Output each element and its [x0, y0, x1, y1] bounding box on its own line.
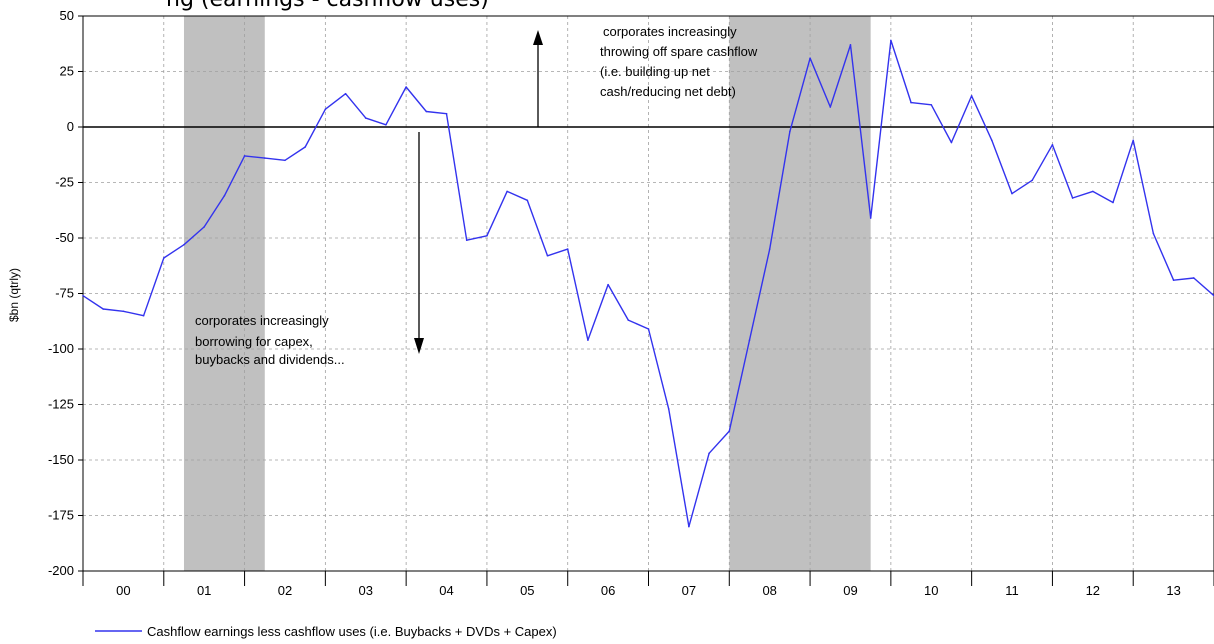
data-point [264, 157, 266, 159]
data-point [325, 108, 327, 110]
data-point [910, 102, 912, 104]
y-tick-label: -150 [48, 452, 74, 467]
x-tick-label: 11 [1005, 583, 1019, 598]
x-tick-label: 13 [1166, 583, 1180, 598]
x-tick-label: 08 [762, 583, 776, 598]
x-tick-label: 04 [439, 583, 453, 598]
data-point [405, 86, 407, 88]
x-tick-label: 02 [278, 583, 292, 598]
data-point [890, 40, 892, 42]
x-tick-label: 09 [843, 583, 857, 598]
y-tick-label: -25 [55, 175, 74, 190]
data-point [163, 257, 165, 259]
data-point [486, 235, 488, 237]
data-point [789, 131, 791, 133]
data-point [506, 191, 508, 193]
y-tick-label: -50 [55, 230, 74, 245]
y-axis-ticks: 50 25 0 -25 -50 -75 -100 -125 -150 -175 -200 [48, 8, 83, 578]
annotation-up-line-2: throwing off spare cashflow [600, 44, 758, 59]
x-axis-ticks: 00 01 02 03 04 05 06 07 08 09 10 11 12 13 [83, 571, 1214, 598]
x-tick-label: 06 [601, 583, 615, 598]
annotation-down-line-3: buybacks and dividends... [195, 352, 345, 367]
data-point [809, 57, 811, 59]
data-point [628, 319, 630, 321]
y-tick-label: -100 [48, 341, 74, 356]
data-point [708, 453, 710, 455]
data-point [1031, 179, 1033, 181]
data-point [850, 44, 852, 46]
data-point [547, 255, 549, 257]
data-point [1112, 202, 1114, 204]
data-point [607, 284, 609, 286]
data-point [668, 408, 670, 410]
x-tick-label: 01 [197, 583, 211, 598]
data-point [345, 93, 347, 95]
annotation-down-line-2: borrowing for capex, [195, 334, 313, 349]
annotation-down-line-1: corporates increasingly [195, 313, 329, 328]
data-point [284, 160, 286, 162]
x-tick-label: 05 [520, 583, 534, 598]
data-point [304, 146, 306, 148]
data-point [1052, 144, 1054, 146]
legend: Cashflow earnings less cashflow uses (i.… [95, 624, 557, 639]
data-point [426, 111, 428, 113]
data-point [587, 339, 589, 341]
data-point [567, 248, 569, 250]
data-point [769, 248, 771, 250]
data-point [829, 106, 831, 108]
annotation-up-line-4: cash/reducing net debt) [600, 84, 736, 99]
data-point [870, 217, 872, 219]
y-tick-label: 25 [60, 64, 74, 79]
data-point [365, 117, 367, 119]
legend-label: Cashflow earnings less cashflow uses (i.… [147, 624, 557, 639]
data-point [102, 308, 104, 310]
y-tick-label: 50 [60, 8, 74, 23]
data-point [991, 140, 993, 142]
x-tick-label: 00 [116, 583, 130, 598]
y-tick-label: -200 [48, 563, 74, 578]
y-tick-label: -175 [48, 508, 74, 523]
up-arrow-head [533, 30, 543, 45]
annotation-up: corporates increasingly throwing off spa… [533, 24, 758, 127]
y-tick-label: -75 [55, 286, 74, 301]
data-point [82, 295, 84, 297]
data-point [244, 155, 246, 157]
x-tick-label: 07 [682, 583, 696, 598]
data-point [527, 199, 529, 201]
data-point [224, 195, 226, 197]
data-point [971, 95, 973, 97]
annotation-up-line-3: (i.e. building up net [600, 64, 710, 79]
down-arrow-head [414, 338, 424, 354]
x-tick-label: 10 [924, 583, 938, 598]
data-point [123, 310, 125, 312]
data-point [1173, 279, 1175, 281]
data-point [688, 526, 690, 528]
data-point [951, 142, 953, 144]
y-axis-label: $bn (qtrly) [7, 268, 21, 322]
data-point [1193, 277, 1195, 279]
data-point [1153, 233, 1155, 235]
data-point [183, 244, 185, 246]
data-point [1132, 140, 1134, 142]
data-point [930, 104, 932, 106]
data-point [1072, 197, 1074, 199]
data-point [728, 430, 730, 432]
data-point [466, 239, 468, 241]
data-point [648, 328, 650, 330]
data-point [749, 339, 751, 341]
data-point [143, 315, 145, 317]
data-point [1011, 193, 1013, 195]
annotation-up-line-1: corporates increasingly [603, 24, 737, 39]
y-tick-label: -125 [48, 397, 74, 412]
data-point [1092, 191, 1094, 193]
data-point [203, 226, 205, 228]
data-point [385, 124, 387, 126]
x-tick-label: 12 [1086, 583, 1100, 598]
y-tick-label: 0 [67, 119, 74, 134]
data-point [446, 113, 448, 115]
x-tick-label: 03 [359, 583, 373, 598]
